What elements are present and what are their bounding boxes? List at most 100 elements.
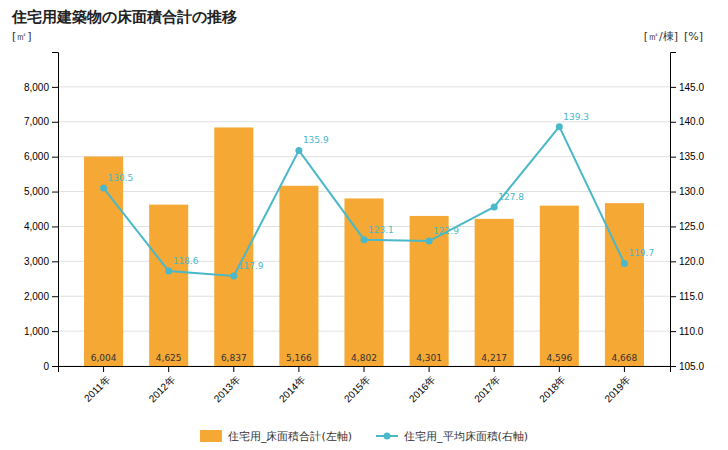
tick: 2019年 (602, 366, 633, 404)
tick-label: 5,000 (24, 186, 49, 197)
marker (230, 272, 237, 279)
tick: 4,000 (24, 221, 58, 232)
y2-axis-label: [%] (684, 30, 703, 43)
tick-label: 105.0 (679, 361, 704, 372)
tick-label: 2,000 (24, 291, 49, 302)
tick-mark (298, 366, 299, 372)
line (104, 127, 625, 276)
title: 住宅用建築物の床面積合計の推移 (11, 8, 237, 26)
data-label: 6,004 (91, 353, 117, 363)
axis-line (671, 53, 677, 367)
tick-mark (624, 366, 625, 372)
tick-mark (168, 366, 169, 372)
marker (621, 260, 628, 267)
marker (295, 147, 302, 154)
tick-mark (670, 157, 676, 158)
tick: 120.0 (670, 256, 704, 267)
data-labels: 6,0044,6256,8375,1664,8024,3014,2174,596… (91, 112, 654, 363)
tick-label: 2012年 (147, 374, 178, 405)
tick: 2015年 (342, 366, 373, 404)
data-label: 5,166 (286, 353, 312, 363)
tick-label: 2015年 (342, 374, 373, 405)
bar (149, 205, 188, 366)
bar (344, 198, 383, 366)
data-label: 122.9 (433, 226, 459, 236)
tick-label: 4,000 (24, 221, 49, 232)
legend-label: 住宅用_床面積合計(左軸) (228, 430, 352, 443)
tick-mark (670, 226, 676, 227)
bar (279, 186, 318, 366)
tick: 2017年 (472, 366, 503, 404)
data-label: 4,802 (351, 353, 377, 363)
tick: 8,000 (24, 82, 58, 93)
tick: 145.0 (670, 82, 704, 93)
axis-line (52, 53, 59, 367)
tick-label: 2018年 (537, 374, 568, 405)
tick: 140.0 (670, 116, 704, 127)
data-label: 118.6 (173, 256, 199, 266)
tick-mark (52, 157, 58, 158)
marker (491, 203, 498, 210)
tick-label: 110.0 (679, 326, 704, 337)
tick-mark (52, 366, 58, 367)
tick-mark (233, 366, 234, 372)
tick: 2014年 (277, 366, 308, 404)
tick: 2011年 (82, 366, 112, 404)
grid (58, 87, 670, 366)
tick-label: 120.0 (679, 256, 704, 267)
tick-mark (52, 122, 58, 123)
tick: 130.0 (670, 186, 704, 197)
tick-mark (670, 261, 676, 262)
marker (100, 185, 107, 192)
data-label: 135.9 (303, 135, 329, 145)
data-label: 4,301 (416, 353, 442, 363)
tick: 115.0 (670, 291, 704, 302)
tick-label: 0 (43, 361, 49, 372)
grid-line (58, 191, 670, 192)
tick-label: 7,000 (24, 116, 49, 127)
tick: 2016年 (407, 366, 438, 404)
tick-label: 115.0 (679, 291, 704, 302)
legend-marker (384, 433, 391, 440)
data-label: 4,625 (156, 353, 182, 363)
y2-axis-label: [㎡/棟] (644, 30, 678, 43)
tick: 2,000 (24, 291, 58, 302)
tick: 110.0 (670, 326, 704, 337)
axis-line (59, 367, 671, 373)
tick-label: 125.0 (679, 221, 704, 232)
tick-mark (670, 87, 676, 88)
tick-mark (52, 192, 58, 193)
legend: 住宅用_床面積合計(左軸) 住宅用_平均床面積(右軸) (200, 430, 528, 443)
tick: 2018年 (537, 366, 568, 404)
tick-mark (52, 296, 58, 297)
data-label: 130.5 (108, 173, 134, 183)
tick-label: 2016年 (407, 374, 438, 405)
bar (214, 127, 253, 366)
tick: 0 (43, 361, 58, 372)
tick: 6,000 (24, 151, 58, 162)
tick-mark (364, 366, 365, 372)
tick-mark (52, 261, 58, 262)
tick-label: 2013年 (212, 374, 243, 405)
marker (426, 238, 433, 245)
tick: 5,000 (24, 186, 58, 197)
tick-label: 145.0 (679, 82, 704, 93)
tick-label: 2011年 (82, 374, 112, 404)
tick-mark (52, 87, 58, 88)
marker (165, 268, 172, 275)
legend-label: 住宅用_平均床面積(右軸) (404, 430, 528, 443)
chart: 01,0002,0003,0004,0005,0006,0007,0008,00… (0, 0, 728, 450)
tick-label: 130.0 (679, 186, 704, 197)
data-label: 6,837 (221, 353, 247, 363)
bar (540, 206, 579, 366)
legend-item: 住宅用_平均床面積(右軸) (376, 430, 528, 443)
plot: 01,0002,0003,0004,0005,0006,0007,0008,00… (12, 30, 704, 404)
tick: 7,000 (24, 116, 58, 127)
marker (556, 123, 563, 130)
grid-line (58, 86, 670, 87)
tick-mark (52, 331, 58, 332)
y2-axis: 105.0110.0115.0120.0125.0130.0135.0140.0… (670, 53, 704, 372)
tick-mark (670, 192, 676, 193)
tick: 2012年 (147, 366, 178, 404)
tick-mark (670, 296, 676, 297)
